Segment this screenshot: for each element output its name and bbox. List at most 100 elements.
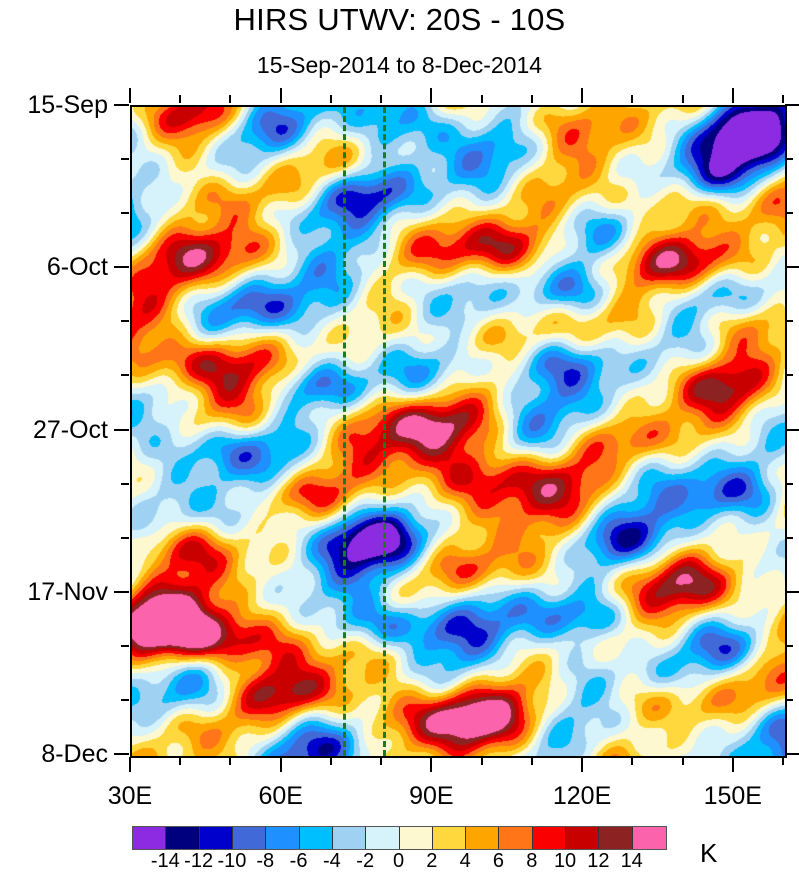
- colorbar-swatch-4: [266, 827, 300, 849]
- colorbar-tick-neg8: -8: [256, 850, 275, 872]
- x-axis-label-30: 30E: [107, 782, 153, 810]
- y-axis-label-6-oct: 6-Oct: [46, 253, 108, 282]
- x-tick-130: [631, 757, 634, 765]
- x-tick-160: [782, 757, 784, 765]
- colorbar-tick-8: 8: [526, 850, 538, 872]
- colorbar-tick-14: 14: [620, 850, 643, 872]
- y-tick-49: [121, 482, 129, 485]
- figure-subtitle: 15-Sep-2014 to 8-Dec-2014: [256, 52, 543, 78]
- colorbar-swatch-2: [199, 827, 233, 849]
- y-axis-label-8-dec: 8-Dec: [41, 740, 108, 768]
- x-axis-label-90: 90E: [409, 782, 454, 810]
- colorbar-tick-neg4: -4: [322, 850, 341, 872]
- colorbar-tick-0: 0: [392, 850, 405, 872]
- y-tick-right-28: [785, 320, 793, 323]
- y-tick-right-0: [785, 104, 799, 106]
- contour-field: [132, 107, 785, 756]
- x-tick-top-130: [631, 95, 634, 103]
- y-tick-right-77: [785, 698, 793, 701]
- y-axis-label-17-nov: 17-Nov: [27, 577, 108, 606]
- y-tick-77: [121, 698, 129, 701]
- x-tick-80: [380, 757, 383, 765]
- colorbar-tick-neg14: -14: [150, 850, 180, 872]
- colorbar-tick-6: 6: [492, 850, 504, 872]
- colorbar: [132, 826, 667, 850]
- colorbar-tick-12: 12: [587, 850, 610, 872]
- colorbar-swatch-1: [166, 827, 200, 849]
- colorbar-swatch-15: [632, 827, 666, 849]
- y-tick-right-7: [785, 158, 793, 161]
- x-tick-140: [681, 757, 684, 765]
- y-tick-42: [114, 428, 129, 431]
- colorbar-swatch-13: [566, 827, 600, 849]
- y-tick-35: [121, 374, 129, 377]
- colorbar-tick-2: 2: [426, 850, 438, 872]
- x-tick-150: [731, 757, 734, 772]
- x-tick-top-80: [380, 95, 383, 103]
- y-tick-right-21: [785, 266, 799, 269]
- y-tick-right-56: [785, 536, 793, 539]
- colorbar-swatch-9: [432, 827, 467, 849]
- colorbar-unit-label: K: [700, 838, 718, 868]
- x-tick-120: [581, 757, 584, 772]
- x-axis-label-150: 150E: [703, 782, 762, 810]
- y-tick-right-63: [785, 590, 799, 593]
- y-tick-right-14: [785, 212, 793, 215]
- plot-area: [130, 105, 787, 758]
- colorbar-tick-neg10: -10: [217, 850, 247, 872]
- x-tick-top-150: [731, 88, 734, 103]
- y-tick-21: [114, 266, 129, 269]
- colorbar-tick-10: 10: [553, 850, 577, 872]
- x-tick-top-90: [430, 88, 433, 103]
- x-tick-90: [430, 757, 433, 772]
- x-tick-60: [279, 757, 282, 772]
- y-tick-70: [121, 644, 129, 647]
- y-tick-right-42: [785, 428, 799, 431]
- x-axis-label-60: 60E: [258, 782, 303, 810]
- colorbar-tick-neg6: -6: [289, 850, 308, 872]
- colorbar-swatch-10: [466, 827, 500, 849]
- x-tick-top-30: [129, 88, 131, 103]
- colorbar-swatch-11: [499, 827, 533, 849]
- colorbar-swatch-12: [532, 827, 567, 849]
- reference-line-1: [342, 107, 346, 756]
- x-axis-label-120: 120E: [552, 782, 612, 810]
- x-tick-50: [229, 757, 232, 765]
- colorbar-swatch-6: [332, 827, 367, 849]
- x-tick-40: [179, 757, 182, 765]
- colorbar-swatch-0: [133, 827, 167, 849]
- y-tick-7: [121, 158, 129, 161]
- y-tick-right-84: [785, 753, 799, 755]
- y-tick-56: [121, 536, 129, 539]
- page-title: HIRS UTWV: 20S - 10S: [233, 2, 566, 37]
- x-tick-110: [530, 757, 533, 765]
- y-tick-right-70: [785, 644, 793, 647]
- x-tick-top-110: [530, 95, 533, 103]
- y-axis-label-27-oct: 27-Oct: [32, 415, 108, 444]
- x-tick-top-140: [681, 95, 684, 103]
- y-tick-28: [121, 320, 129, 323]
- x-tick-70: [329, 757, 332, 765]
- colorbar-tick-neg12: -12: [184, 850, 214, 872]
- y-axis-label-15-sep: 15-Sep: [27, 91, 108, 119]
- y-tick-63: [114, 590, 129, 593]
- x-tick-100: [480, 757, 483, 765]
- x-tick-top-120: [581, 88, 584, 103]
- reference-line-2: [383, 107, 387, 756]
- x-tick-30: [129, 757, 131, 772]
- colorbar-swatch-7: [366, 827, 400, 849]
- x-tick-top-70: [329, 95, 332, 103]
- colorbar-swatch-3: [232, 827, 267, 849]
- x-tick-top-40: [179, 95, 182, 103]
- x-tick-top-60: [279, 88, 282, 103]
- x-tick-top-50: [229, 95, 232, 103]
- colorbar-tick-4: 4: [459, 850, 471, 872]
- colorbar-swatch-8: [399, 827, 433, 849]
- colorbar-swatch-5: [299, 827, 333, 849]
- colorbar-tick-neg2: -2: [356, 850, 375, 872]
- x-tick-top-100: [480, 95, 483, 103]
- y-tick-84: [114, 753, 129, 755]
- colorbar-swatch-14: [599, 827, 633, 849]
- y-tick-right-49: [785, 482, 793, 485]
